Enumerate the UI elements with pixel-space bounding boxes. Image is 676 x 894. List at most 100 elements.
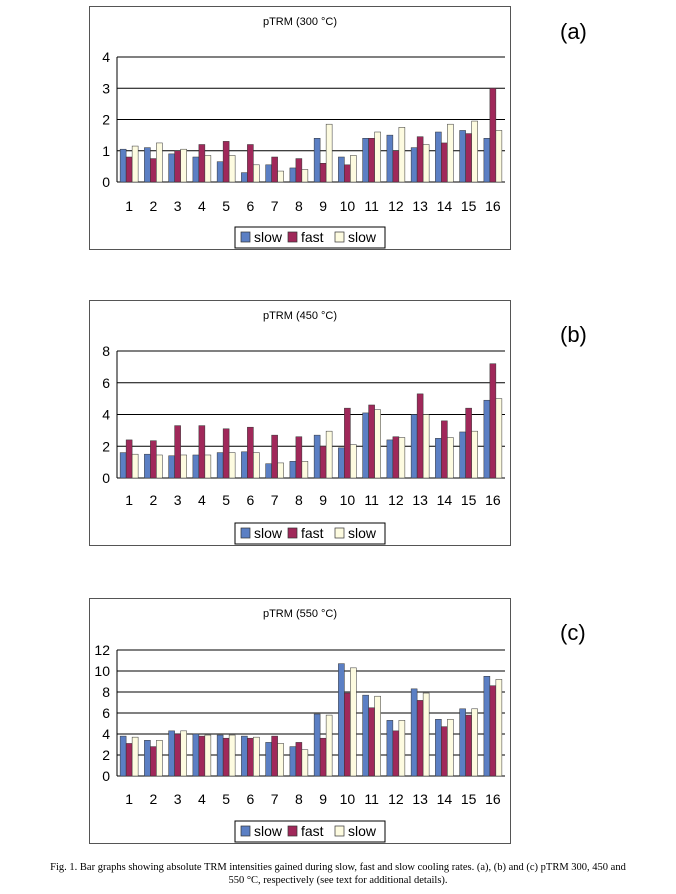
bar xyxy=(338,156,345,183)
x-tick-label: 1 xyxy=(125,198,133,214)
bar xyxy=(180,454,187,479)
legend-label: slow xyxy=(348,229,377,245)
x-tick-label: 6 xyxy=(246,198,254,214)
x-tick-label: 2 xyxy=(149,198,157,214)
bar xyxy=(156,454,163,479)
y-tick-label: 2 xyxy=(102,112,110,128)
bar xyxy=(410,688,418,777)
legend-box xyxy=(234,226,386,249)
bar xyxy=(253,736,260,777)
bar xyxy=(119,735,127,777)
bar xyxy=(168,153,175,183)
x-tick-label: 15 xyxy=(461,198,477,214)
y-tick-label: 12 xyxy=(94,642,110,658)
x-tick-label: 5 xyxy=(222,198,230,214)
bar xyxy=(459,130,466,183)
bar xyxy=(398,127,406,183)
x-tick-label: 9 xyxy=(319,492,327,508)
bar xyxy=(180,730,187,777)
bar xyxy=(241,451,248,479)
bar xyxy=(131,145,139,183)
x-tick-label: 16 xyxy=(485,791,501,807)
bar xyxy=(313,138,321,183)
legend-label: fast xyxy=(301,229,324,245)
x-tick-label: 8 xyxy=(295,198,303,214)
bar xyxy=(125,743,133,777)
bar xyxy=(386,439,394,479)
x-tick-label: 13 xyxy=(412,791,428,807)
bar xyxy=(144,147,151,183)
bar xyxy=(295,742,303,777)
x-tick-label: 14 xyxy=(437,492,453,508)
bar xyxy=(386,720,394,777)
x-tick-label: 4 xyxy=(198,791,206,807)
bar xyxy=(301,749,309,777)
bar xyxy=(125,156,133,183)
bar xyxy=(313,713,321,777)
bar xyxy=(374,409,381,479)
x-tick-label: 13 xyxy=(412,492,428,508)
chart-panel-a: pTRM (300 °C) 0 1 2 3 4 1 2 3 4 5 6 7 8 9 10 11 12 13 14 15 1… xyxy=(89,6,511,250)
x-tick-label: 3 xyxy=(174,198,182,214)
bar xyxy=(228,155,236,183)
bar xyxy=(144,453,151,479)
y-tick-label: 0 xyxy=(102,768,110,784)
x-tick-label: 12 xyxy=(388,791,404,807)
x-tick-label: 16 xyxy=(485,198,501,214)
bar xyxy=(319,163,327,183)
x-tick-label: 10 xyxy=(340,791,356,807)
bar xyxy=(392,436,400,479)
x-tick-label: 10 xyxy=(340,198,356,214)
x-tick-label: 1 xyxy=(125,791,133,807)
y-tick-label: 4 xyxy=(102,49,110,65)
bar xyxy=(247,426,254,479)
x-tick-label: 4 xyxy=(198,492,206,508)
bar xyxy=(368,707,375,777)
bar xyxy=(338,447,345,479)
bar xyxy=(156,740,163,777)
bar xyxy=(362,412,369,479)
bar xyxy=(374,131,381,183)
bar xyxy=(325,430,333,479)
x-tick-label: 9 xyxy=(319,198,327,214)
bar xyxy=(495,130,503,183)
legend-swatch xyxy=(334,231,345,243)
legend-swatch xyxy=(240,825,251,837)
bar xyxy=(495,679,503,777)
chart-panel-b: pTRM (450 °C) 0 2 4 6 8 1 2 3 4 5 6 7 8 9 10 11 12 13 14 15 1… xyxy=(89,300,511,546)
x-tick-label: 1 xyxy=(125,492,133,508)
y-tick-label: 4 xyxy=(102,407,110,423)
bar xyxy=(447,719,454,777)
bar xyxy=(368,138,375,183)
chart-title: pTRM (550 °C) xyxy=(263,608,337,620)
panel-label-c: (c) xyxy=(560,620,586,645)
bar xyxy=(386,134,394,183)
panel-label-a: (a) xyxy=(560,19,587,44)
legend-swatch xyxy=(287,231,298,243)
bar xyxy=(344,164,351,183)
x-tick-label: 2 xyxy=(149,492,157,508)
bar xyxy=(222,141,230,183)
bar xyxy=(295,158,303,183)
x-tick-label: 10 xyxy=(340,492,356,508)
bar xyxy=(441,142,448,183)
legend-label: slow xyxy=(348,525,377,541)
bar xyxy=(289,461,297,479)
y-tick-label: 4 xyxy=(102,726,110,742)
bar xyxy=(325,714,333,777)
bar xyxy=(416,136,424,183)
legend-swatch xyxy=(334,527,345,539)
chart-title: pTRM (450 °C) xyxy=(263,310,337,322)
legend-label: slow xyxy=(254,823,283,839)
bar xyxy=(247,737,254,777)
bar xyxy=(271,735,278,777)
legend-label: fast xyxy=(301,525,324,541)
bar xyxy=(301,461,309,479)
bar xyxy=(144,740,151,777)
bar xyxy=(192,454,200,479)
bar xyxy=(119,452,127,479)
y-tick-label: 1 xyxy=(102,143,110,159)
bar xyxy=(465,133,472,183)
x-tick-label: 11 xyxy=(364,492,379,508)
